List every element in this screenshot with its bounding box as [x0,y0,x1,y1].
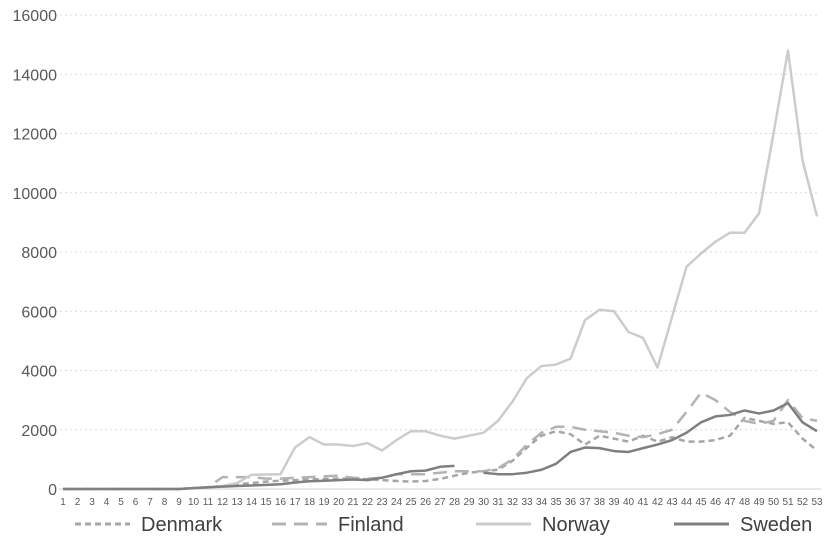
x-tick-label: 16 [275,497,287,508]
x-tick-label: 36 [565,497,577,508]
x-tick-label: 15 [260,497,272,508]
y-tick-label: 4000 [21,364,57,381]
x-tick-label: 39 [608,497,620,508]
x-tick-label: 23 [376,497,388,508]
x-tick-label: 40 [623,497,635,508]
x-tick-label: 42 [652,497,664,508]
y-tick-label: 6000 [21,304,57,321]
x-tick-label: 8 [162,497,168,508]
x-tick-label: 25 [405,497,417,508]
x-tick-label: 13 [231,497,243,508]
x-tick-label: 41 [637,497,649,508]
x-tick-label: 3 [89,497,95,508]
x-tick-label: 44 [681,497,693,508]
y-tick-label: 0 [48,482,57,499]
series-line-norway [63,49,819,491]
x-tick-label: 1 [60,497,66,508]
y-tick-label: 12000 [13,127,58,144]
x-tick-label: 31 [492,497,504,508]
x-tick-label: 38 [594,497,606,508]
legend-label-finland: Finland [338,514,404,536]
x-tick-label: 20 [333,497,345,508]
x-tick-label: 26 [420,497,432,508]
legend: Denmark Finland Norway Sweden [75,514,812,536]
x-tick-label: 9 [176,497,182,508]
legend-label-sweden: Sweden [740,514,812,536]
legend-label-norway: Norway [542,514,610,536]
x-tick-label: 4 [104,497,110,508]
x-tick-label: 48 [739,497,751,508]
x-tick-label: 45 [695,497,707,508]
x-tick-label: 17 [289,497,301,508]
x-tick-label: 43 [666,497,678,508]
x-tick-label: 33 [521,497,533,508]
series-line-denmark [63,416,818,491]
x-tick-label: 19 [318,497,330,508]
x-tick-label: 47 [724,497,736,508]
y-tick-label: 14000 [13,67,58,84]
x-tick-label: 28 [449,497,461,508]
y-tick-label: 8000 [21,245,57,262]
y-axis-ticks: 0 2000 4000 6000 8000 10000 12000 14000 16000 [13,8,58,499]
x-axis-ticks: 1 2 3 4 5 6 7 8 9 10 11 12 13 14 15 16 17 18 19 20 21 22 23 24 2… [60,497,823,508]
x-tick-label: 5 [118,497,124,508]
series-lines [62,49,819,491]
x-tick-label: 7 [147,497,153,508]
x-tick-label: 49 [753,497,765,508]
x-tick-label: 53 [811,497,823,508]
x-tick-label: 24 [391,497,403,508]
x-tick-label: 34 [536,497,548,508]
x-tick-label: 14 [246,497,258,508]
x-tick-label: 11 [203,497,214,508]
x-tick-label: 51 [782,497,794,508]
x-tick-label: 50 [768,497,780,508]
legend-label-denmark: Denmark [141,514,223,536]
y-tick-label: 10000 [13,186,58,203]
x-tick-label: 12 [217,497,229,508]
series-line-sweden [63,401,818,491]
x-tick-label: 46 [710,497,722,508]
x-tick-label: 30 [478,497,490,508]
y-tick-label: 16000 [13,8,58,25]
x-tick-label: 35 [550,497,562,508]
x-tick-label: 22 [362,497,374,508]
x-tick-label: 52 [797,497,809,508]
x-tick-label: 29 [463,497,475,508]
x-tick-label: 21 [347,497,359,508]
gridlines [55,14,817,431]
x-tick-label: 10 [188,497,200,508]
x-tick-label: 37 [579,497,591,508]
x-tick-label: 2 [75,497,81,508]
y-tick-label: 2000 [21,423,57,440]
x-tick-label: 6 [133,497,139,508]
x-tick-label: 32 [507,497,519,508]
x-tick-label: 18 [304,497,316,508]
x-tick-label: 27 [434,497,446,508]
